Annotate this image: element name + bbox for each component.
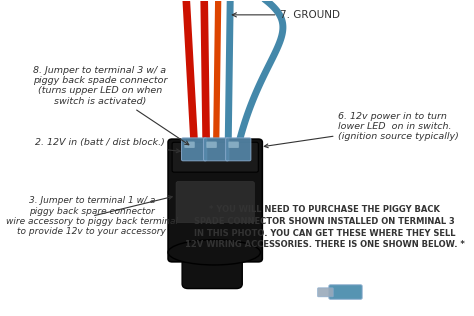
Text: 7. GROUND: 7. GROUND — [232, 10, 340, 20]
FancyBboxPatch shape — [318, 288, 333, 297]
Text: 3. Jumper to terminal 1 w/ a
piggy back spare connector
wire accessory to piggy : 3. Jumper to terminal 1 w/ a piggy back … — [6, 196, 178, 236]
FancyBboxPatch shape — [203, 138, 229, 161]
Text: 6. 12v power in to turn
lower LED  on in switch.
(ignition source typically): 6. 12v power in to turn lower LED on in … — [264, 112, 459, 148]
Text: 8. Jumper to terminal 3 w/ a
piggy back spade connector
(turns upper LED on when: 8. Jumper to terminal 3 w/ a piggy back … — [33, 65, 189, 145]
FancyBboxPatch shape — [329, 285, 362, 299]
FancyBboxPatch shape — [182, 138, 207, 161]
FancyBboxPatch shape — [176, 182, 254, 222]
Text: 2. 12V in (batt / dist block.): 2. 12V in (batt / dist block.) — [35, 138, 180, 153]
FancyBboxPatch shape — [226, 138, 251, 161]
FancyBboxPatch shape — [182, 241, 242, 289]
FancyBboxPatch shape — [184, 142, 195, 148]
FancyBboxPatch shape — [168, 139, 262, 262]
FancyBboxPatch shape — [206, 142, 217, 148]
FancyBboxPatch shape — [172, 142, 258, 172]
Ellipse shape — [168, 240, 260, 265]
FancyBboxPatch shape — [228, 142, 239, 148]
Text: * YOU WILL NEED TO PURCHASE THE PIGGY BACK
SPADE CONNECTOR SHOWN INSTALLED ON TE: * YOU WILL NEED TO PURCHASE THE PIGGY BA… — [184, 205, 465, 249]
